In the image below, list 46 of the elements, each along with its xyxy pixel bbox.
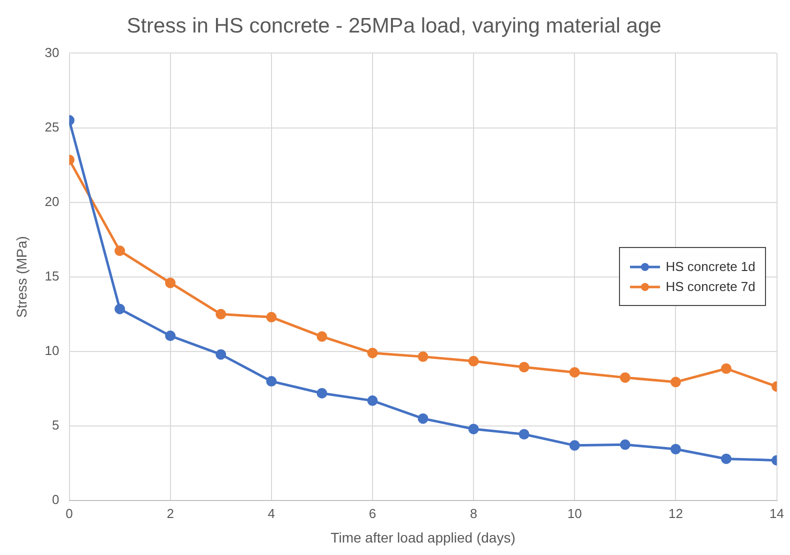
point bbox=[468, 424, 479, 434]
point bbox=[316, 331, 328, 342]
point bbox=[367, 395, 378, 406]
y-tick-label: 30 bbox=[44, 44, 60, 60]
point bbox=[316, 388, 328, 398]
point bbox=[266, 376, 277, 387]
point bbox=[216, 349, 226, 360]
chart-title: Stress in HS concrete - 25MPa load, varying material age bbox=[126, 14, 662, 38]
x-tick-label: 10 bbox=[567, 506, 582, 521]
x-tick-label: 6 bbox=[368, 506, 376, 521]
point bbox=[165, 278, 176, 288]
point bbox=[418, 413, 428, 424]
x-tick-label: 2 bbox=[166, 506, 174, 521]
x-tick-label: 14 bbox=[770, 506, 784, 521]
point bbox=[114, 246, 126, 256]
point bbox=[620, 439, 630, 450]
point bbox=[670, 444, 681, 454]
point bbox=[216, 308, 226, 320]
y-tick-label: 5 bbox=[52, 418, 60, 433]
point bbox=[367, 348, 378, 358]
point bbox=[518, 362, 530, 372]
point bbox=[620, 372, 630, 383]
x-axis-title: Time after load applied (days) bbox=[330, 529, 516, 546]
legend-label: HS concrete 1d bbox=[666, 259, 756, 274]
point bbox=[670, 376, 681, 388]
point bbox=[518, 428, 530, 440]
y-tick-label: 0 bbox=[52, 492, 60, 508]
x-tick-label: 0 bbox=[66, 506, 73, 521]
point bbox=[720, 454, 732, 464]
y-axis-title: Stress (MPa) bbox=[13, 236, 30, 318]
point bbox=[165, 330, 176, 342]
point bbox=[266, 312, 277, 322]
legend-label: HS concrete 7d bbox=[666, 279, 756, 294]
y-tick-label: 15 bbox=[44, 268, 60, 284]
point bbox=[569, 440, 580, 451]
x-tick-label: 12 bbox=[668, 506, 683, 521]
point bbox=[114, 304, 126, 314]
point bbox=[720, 363, 732, 374]
y-tick-label: 25 bbox=[44, 119, 60, 134]
point bbox=[468, 356, 479, 366]
point bbox=[418, 351, 428, 362]
x-tick-label: 8 bbox=[470, 506, 478, 521]
x-tick-label: 4 bbox=[268, 506, 276, 521]
point bbox=[569, 367, 580, 378]
y-tick-label: 20 bbox=[44, 194, 60, 209]
y-tick-label: 10 bbox=[44, 343, 60, 358]
